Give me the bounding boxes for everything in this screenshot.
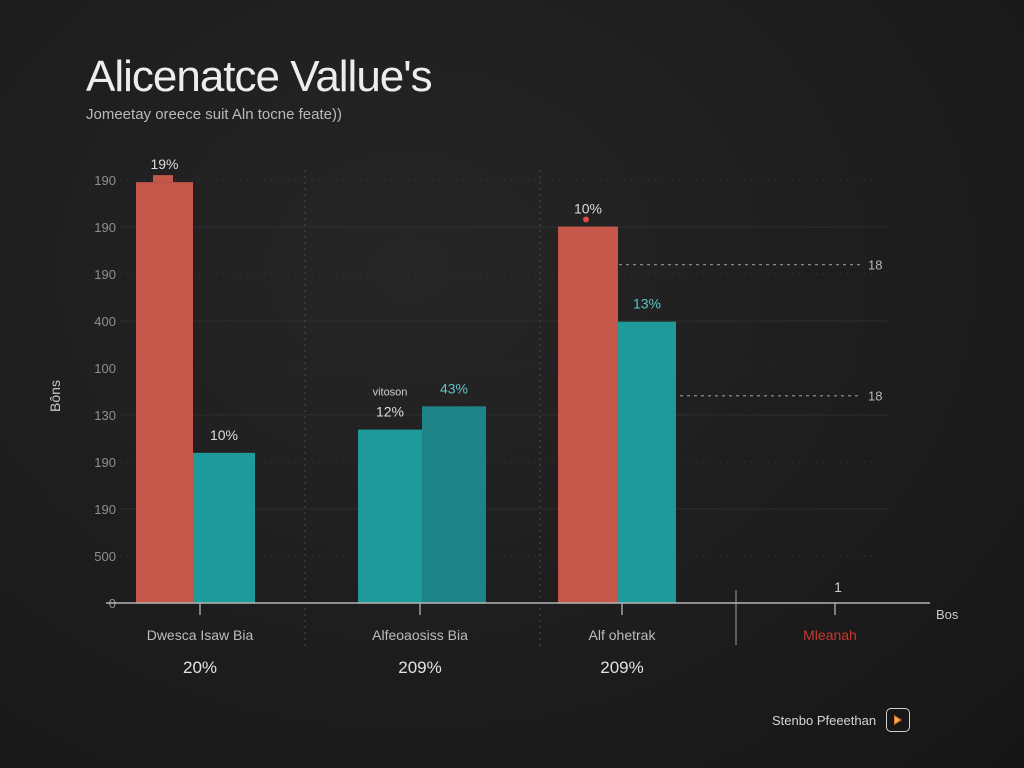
category-label: Alfeoaosiss Bia [372, 627, 468, 643]
x-axis-label: Bos [936, 607, 959, 622]
category-label: Alf ohetrak [589, 627, 657, 643]
play-flame-icon [886, 708, 911, 732]
bar-value-label: 12% [376, 404, 404, 420]
bar [558, 226, 618, 603]
y-axis-label: Bôns [47, 380, 63, 412]
bar-value-label: 10% [574, 201, 602, 217]
bar-value-label: 19% [150, 156, 178, 172]
y-tick-label: 400 [94, 314, 116, 329]
bar [422, 406, 486, 603]
bar-value-label: 43% [440, 380, 468, 396]
bar [136, 182, 193, 604]
reference-line-label: 18 [868, 389, 882, 404]
chart-title: Alicenatce Vallue's [86, 52, 433, 101]
y-tick-label: 190 [94, 220, 116, 235]
category-label: Dwesca Isaw Bia [147, 627, 254, 643]
reference-line-label: 18 [868, 258, 882, 273]
category-value: 20% [183, 658, 217, 677]
bar-cap-marker [583, 216, 589, 223]
category-value: 209% [398, 658, 441, 677]
y-tick-label: 100 [94, 361, 116, 376]
bar-value-label: 13% [633, 296, 661, 312]
y-tick-label: 190 [94, 455, 116, 470]
bar [358, 429, 422, 603]
bar [193, 452, 255, 603]
category-label: Mleanah [803, 627, 857, 643]
chart-subtitle: Jomeetay oreece suit Aln tocne feate)) [86, 106, 342, 123]
y-tick-label: 190 [94, 173, 116, 188]
y-tick-label: 190 [94, 267, 116, 282]
footer-text: Stenbo Pfeeethan [772, 712, 877, 728]
y-tick-label: 500 [94, 549, 116, 564]
y-tick-label: 190 [94, 502, 116, 517]
category-value: 209% [600, 658, 643, 677]
bar-caption: vitoson [373, 387, 408, 399]
y-tick-label: 130 [94, 408, 116, 423]
bar-cap-marker [153, 175, 173, 183]
bar [618, 321, 676, 603]
footer-credit: Stenbo Pfeeethan [772, 708, 911, 732]
annotation-label: 1 [834, 579, 842, 595]
bar-value-label: 10% [210, 427, 238, 443]
